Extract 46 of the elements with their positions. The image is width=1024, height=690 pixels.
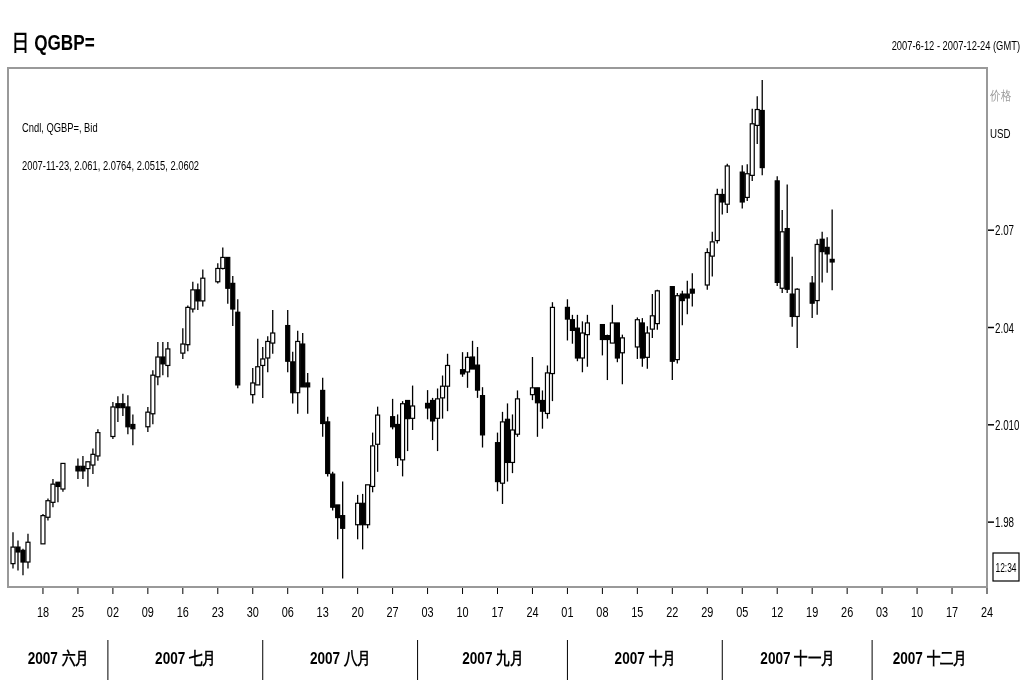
text: USD	[990, 126, 1011, 141]
text: 2007 十月	[614, 648, 676, 668]
text: 2007 八月	[309, 648, 371, 668]
y-tick-label: 2.010	[995, 417, 1020, 434]
x-tick-label: 15	[631, 604, 644, 621]
x-tick-label: 17	[945, 604, 959, 621]
x-tick-label: 01	[561, 604, 574, 621]
x-tick-label: 23	[211, 604, 224, 621]
x-tick-label: 13	[316, 604, 329, 621]
x-tick-label: 05	[736, 604, 749, 621]
x-tick-label: 25	[71, 604, 85, 621]
y-axis-title: 价格	[989, 87, 1012, 103]
y-tick-label: 2.04	[995, 319, 1015, 336]
text: 12:34	[995, 560, 1017, 575]
y-tick-label: 1.98	[995, 514, 1015, 531]
text: 2007 七月	[155, 648, 216, 668]
text: 2007 十一月	[760, 648, 835, 668]
x-tick-label: 09	[141, 604, 154, 621]
chart-title: 日 QGBP=	[12, 29, 95, 55]
x-tick-label: 02	[106, 604, 119, 621]
x-tick-label: 19	[806, 604, 819, 621]
x-tick-label: 29	[701, 604, 714, 621]
x-tick-label: 03	[421, 604, 434, 621]
x-tick-label: 26	[841, 604, 854, 621]
x-tick-label: 22	[666, 604, 679, 621]
x-tick-label: 24	[980, 604, 994, 621]
annotation: 2007-11-23, 2.061, 2.0764, 2.0515, 2.0602	[22, 158, 200, 173]
annotation: Cndl, QGBP=, Bid	[22, 120, 98, 135]
x-tick-label: 24	[526, 604, 539, 621]
text: 2007 九月	[462, 648, 523, 668]
x-tick-label: 30	[246, 604, 259, 621]
x-tick-label: 17	[491, 604, 504, 621]
x-tick-label: 10	[456, 604, 469, 621]
x-tick-label: 12	[771, 604, 784, 621]
x-tick-label: 20	[351, 604, 364, 621]
y-tick-label: 2.07	[995, 222, 1015, 239]
text: 2007 六月	[27, 648, 89, 668]
x-tick-label: 16	[176, 604, 189, 621]
x-tick-label: 06	[281, 604, 294, 621]
x-tick-label: 03	[876, 604, 889, 621]
x-tick-label: 27	[386, 604, 399, 621]
x-tick-label: 10	[911, 604, 924, 621]
chart-subtitle: 2007-6-12 - 2007-12-24 (GMT)	[891, 38, 1021, 53]
x-tick-label: 18	[36, 604, 50, 621]
text: 2007 十二月	[892, 648, 967, 668]
x-tick-label: 08	[596, 604, 609, 621]
